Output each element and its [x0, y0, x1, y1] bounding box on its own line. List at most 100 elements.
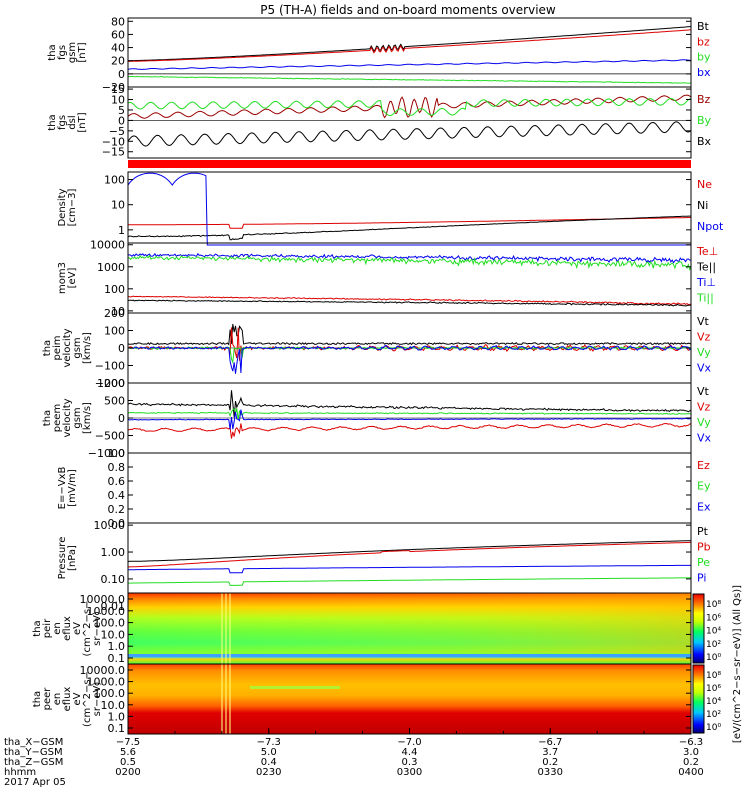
ytick-label: 0.01 — [101, 600, 126, 613]
panel-3: 100 10 1 Density [cm−3] Ne Ni Npot — [57, 171, 724, 246]
series-pb-8 — [128, 541, 691, 568]
colorbar-2 — [692, 664, 705, 734]
ytick-label: −10 — [102, 135, 125, 148]
xaxis-row-label: tha_Z−GSM — [4, 757, 63, 768]
legend-pb: Pb — [697, 541, 711, 554]
ytick-label: 0 — [118, 412, 125, 425]
colorbar-1 — [692, 593, 705, 664]
ytick-label: 20 — [111, 55, 125, 68]
series-npot-3 — [128, 172, 691, 246]
ytick-label: 10000.0 — [80, 664, 126, 677]
xaxis-value: 0.3 — [402, 757, 418, 768]
colorbar-tick: 10⁶ — [706, 684, 721, 694]
xaxis-value: −6.3 — [679, 737, 703, 748]
panel-frame — [127, 171, 692, 244]
ylabel-line: velocity — [62, 398, 73, 437]
series-ni-3 — [128, 215, 691, 241]
ylabel-line: gsm — [67, 42, 78, 63]
spectrogram-band — [250, 686, 340, 689]
panel-frame — [127, 452, 692, 524]
ytick-label: 100.0 — [94, 617, 126, 630]
legend-by: by — [697, 51, 711, 64]
xaxis-value: −7.5 — [116, 737, 140, 748]
xaxis-value: 5.0 — [261, 747, 277, 758]
ytick-label: 1000.0 — [87, 605, 126, 618]
series-by-2 — [128, 97, 691, 117]
xaxis-value: −6.7 — [538, 737, 562, 748]
ylabel-line: fgs — [57, 115, 68, 130]
ytick-label: 10000 — [90, 239, 125, 252]
series-pt-8 — [128, 540, 691, 562]
xaxis-value: 0.2 — [683, 757, 699, 768]
legend-vz: Vz — [697, 331, 711, 344]
ytick-label: 1 — [118, 224, 125, 237]
ylabel-line: [eV] — [67, 268, 78, 289]
ytick-label: −1000 — [88, 447, 125, 460]
ylabel-line: velocity — [62, 328, 73, 367]
panel-frame — [127, 86, 692, 159]
ytick-label: −15 — [102, 146, 125, 159]
ytick-label: 15 — [111, 83, 125, 96]
ytick-label: 10 — [111, 305, 125, 318]
ytick-label: 0.10 — [101, 573, 126, 586]
ytick-label: 0.6 — [108, 475, 126, 488]
legend-by: By — [697, 114, 712, 127]
ylabel-line: Density — [57, 188, 68, 226]
xaxis-value: 3.0 — [683, 747, 699, 758]
plot-title: P5 (TH-A) fields and on-board moments ov… — [260, 3, 556, 17]
series-bz-1 — [128, 29, 691, 62]
ylabel-line: eflux — [62, 616, 73, 641]
ylabel-line: peir — [42, 618, 53, 638]
spectrogram-band — [128, 654, 691, 657]
ylabel-line: en — [52, 622, 63, 635]
ytick-label: 1.0 — [108, 640, 126, 653]
legend-ez: Ez — [697, 459, 710, 472]
colorbar-tick: 10⁴ — [706, 697, 721, 707]
legend-vy: Vy — [697, 346, 711, 359]
ytick-label: 5 — [118, 104, 125, 117]
ytick-label: 1.0 — [108, 447, 126, 460]
ytick-label: 0.1 — [108, 652, 126, 665]
series-pe-8 — [128, 577, 691, 586]
ylabel-line: [km/s] — [82, 402, 93, 434]
series-ti||-4 — [128, 254, 691, 272]
legend-pe: Pe — [697, 556, 710, 569]
ytick-label: 10.00 — [94, 519, 126, 532]
series-vt-5 — [128, 323, 691, 346]
ylabel-line: eV — [72, 622, 83, 635]
ylabel-line: [km/s] — [82, 332, 93, 364]
legend-bt: Bt — [697, 20, 710, 33]
colorbar-tick: 10⁶ — [706, 613, 721, 623]
ylabel-line: [nT] — [77, 42, 88, 62]
ytick-label: 1.00 — [101, 546, 126, 559]
series-te||-4 — [128, 299, 691, 307]
ytick-label: 100 — [104, 174, 125, 187]
xaxis-row-label: hhmm — [4, 767, 36, 778]
ytick-label: 100 — [104, 283, 125, 296]
colorbar-tick: 10⁰ — [706, 653, 721, 663]
ylabel-line: eflux — [62, 687, 73, 712]
xaxis-value: 0.5 — [120, 757, 136, 768]
legend-bz: Bz — [697, 93, 711, 106]
colorbar-tick: 10⁸ — [706, 671, 721, 681]
xaxis-value: 0330 — [538, 767, 563, 778]
ytick-label: 10.0 — [101, 699, 126, 712]
spectrogram-shading — [128, 593, 691, 654]
ytick-label: 0.8 — [108, 461, 126, 474]
legend-ni: Ni — [697, 199, 708, 212]
legend-te||: Te|| — [696, 261, 716, 274]
ytick-label: 100 — [104, 325, 125, 338]
colorbar-tick: 10² — [706, 710, 721, 720]
ylabel-line: tha — [32, 691, 43, 707]
date-label: 2017 Apr 05 — [4, 777, 66, 788]
legend-vx: Vx — [697, 432, 712, 445]
series-bt-1 — [128, 26, 691, 62]
quality-flag-bar — [128, 160, 691, 168]
colorbar-tick: 10⁸ — [706, 600, 721, 610]
panel-frame — [127, 17, 692, 88]
